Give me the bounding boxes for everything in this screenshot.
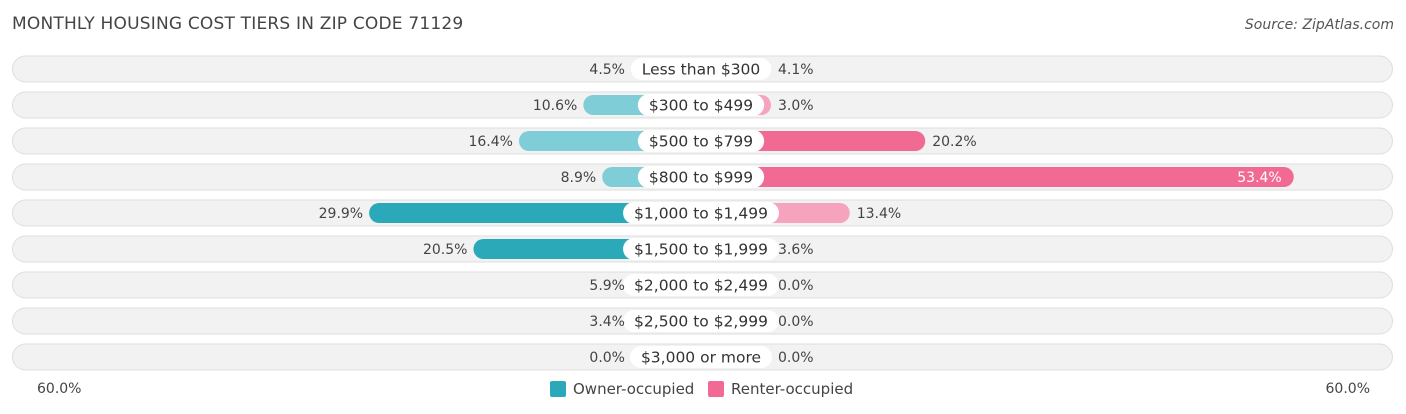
value-label-owner: 20.5% — [423, 242, 467, 258]
value-label-renter: 3.6% — [778, 242, 814, 258]
chart-title: MONTHLY HOUSING COST TIERS IN ZIP CODE 7… — [12, 14, 464, 34]
category-label: $500 to $799 — [649, 133, 753, 151]
source-attribution: Source: ZipAtlas.com — [1244, 17, 1394, 33]
category-label-pill — [637, 166, 765, 188]
category-label-pill — [637, 130, 765, 152]
value-label-renter: 20.2% — [932, 134, 976, 150]
category-label-pill — [623, 202, 779, 224]
value-label-owner: 8.9% — [561, 170, 597, 186]
legend-label-renter: Renter-occupied — [731, 380, 854, 398]
value-label-renter: 13.4% — [857, 206, 901, 222]
category-label-pill — [623, 310, 779, 332]
legend-swatch-renter — [708, 381, 724, 397]
axis-label-left: 60.0% — [37, 381, 82, 397]
category-label: $1,000 to $1,499 — [634, 205, 768, 223]
value-label-renter: 4.1% — [778, 62, 814, 78]
category-label: Less than $300 — [642, 61, 761, 79]
value-label-renter: 3.0% — [778, 98, 814, 114]
value-label-owner: 3.4% — [589, 314, 625, 330]
category-label-pill — [630, 58, 772, 80]
bar-renter — [701, 167, 1294, 187]
category-label: $2,000 to $2,499 — [634, 277, 768, 295]
category-label-pill — [629, 346, 773, 368]
value-label-owner: 5.9% — [589, 278, 625, 294]
value-label-owner: 4.5% — [589, 62, 625, 78]
category-label-pill — [623, 274, 779, 296]
value-label-renter: 0.0% — [778, 350, 814, 366]
category-label-pill — [623, 238, 779, 260]
value-label-renter: 53.4% — [1237, 170, 1281, 186]
legend: Owner-occupied Renter-occupied — [0, 380, 1406, 400]
legend-label-owner: Owner-occupied — [573, 380, 695, 398]
category-label: $2,500 to $2,999 — [634, 313, 768, 331]
value-label-renter: 0.0% — [778, 278, 814, 294]
value-label-owner: 29.9% — [319, 206, 363, 222]
category-label: $1,500 to $1,999 — [634, 241, 768, 259]
category-label: $300 to $499 — [649, 97, 753, 115]
legend-item-renter: Renter-occupied — [708, 380, 853, 398]
category-label: $3,000 or more — [641, 349, 761, 367]
legend-item-owner: Owner-occupied — [550, 380, 694, 398]
value-label-renter: 0.0% — [778, 314, 814, 330]
axis-label-right: 60.0% — [1325, 381, 1370, 397]
bar-owner — [369, 203, 701, 223]
category-label-pill — [637, 94, 765, 116]
category-label: $800 to $999 — [649, 169, 753, 187]
legend-swatch-owner — [550, 381, 566, 397]
value-label-owner: 10.6% — [533, 98, 577, 114]
value-label-owner: 0.0% — [589, 350, 625, 366]
value-label-owner: 16.4% — [468, 134, 512, 150]
